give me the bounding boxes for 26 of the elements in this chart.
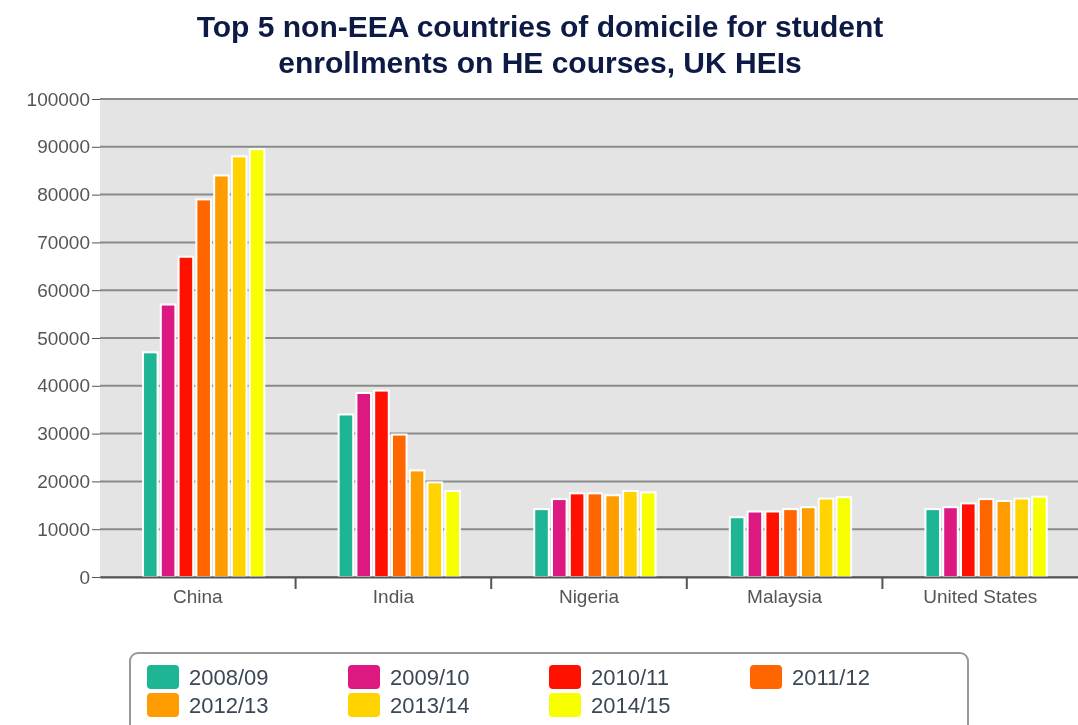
x-tick-label: China	[172, 585, 224, 607]
chart-title: Top 5 non-EEA countries of domicile for student enrollments on HE courses, UK HEIs	[196, 10, 884, 79]
y-tick-label: 50000	[37, 327, 90, 349]
legend-label: 2009/10	[390, 665, 470, 690]
bar	[728, 516, 746, 578]
legend-label: 2012/13	[189, 693, 269, 718]
legend-label: 2011/12	[792, 665, 870, 690]
y-tick-label: 60000	[37, 279, 90, 301]
x-tick-label: India	[372, 585, 415, 607]
y-tick-label: 90000	[37, 136, 90, 158]
x-tick-label: Nigeria	[558, 585, 620, 607]
y-tick-label: 30000	[37, 423, 90, 445]
y-tick-label: 0	[79, 566, 90, 588]
bar	[835, 496, 853, 578]
legend-label: 2008/09	[189, 665, 269, 690]
y-tick-label: 20000	[37, 470, 90, 492]
y-tick-label: 70000	[37, 231, 90, 253]
y-tick-label: 80000	[37, 184, 90, 206]
y-tick-label: 100000	[26, 88, 90, 110]
y-tick-label: 40000	[37, 375, 90, 397]
legend-label: 2014/15	[591, 693, 671, 718]
x-tick-label: United States	[923, 585, 1038, 607]
y-tick-label: 10000	[37, 518, 90, 540]
x-tick-label: Malaysia	[747, 585, 823, 607]
legend-label: 2013/14	[390, 693, 470, 718]
legend-label: 2010/11	[591, 665, 669, 690]
